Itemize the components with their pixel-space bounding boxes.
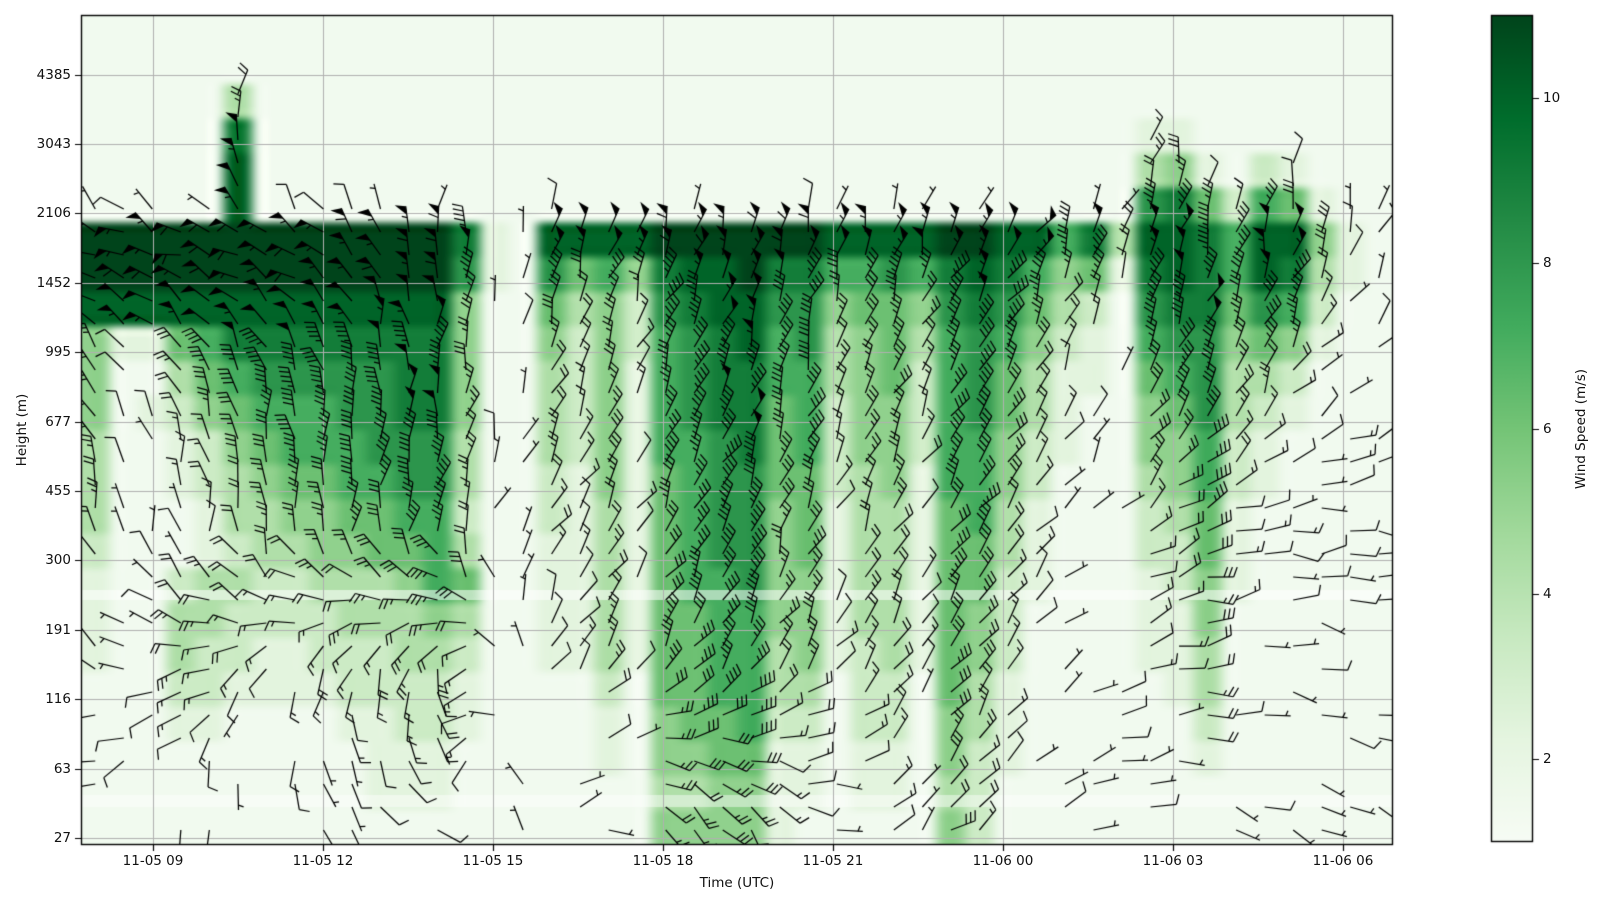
colorbar-tick-label: 2 <box>1543 751 1552 768</box>
y-tick-label: 63 <box>53 760 71 777</box>
y-tick-label: 677 <box>45 413 71 430</box>
colorbar-tick-label: 4 <box>1543 585 1552 602</box>
x-tick-label: 11-05 09 <box>122 853 184 869</box>
y-tick-label: 191 <box>45 621 71 638</box>
y-tick-label: 995 <box>45 344 71 361</box>
x-tick-label: 11-05 15 <box>462 853 524 869</box>
colorbar-tick-label: 8 <box>1543 255 1552 272</box>
y-tick-label: 27 <box>53 830 71 846</box>
x-axis-label: Time (UTC) <box>699 875 775 891</box>
colorbar-tick-label: 6 <box>1543 420 1552 437</box>
y-tick-label: 3043 <box>36 136 71 152</box>
y-tick-label: 455 <box>45 483 71 499</box>
colorbar-tick-label: 10 <box>1543 89 1561 106</box>
x-tick-label: 11-05 18 <box>632 853 694 869</box>
x-tick-label: 11-05 12 <box>292 853 354 869</box>
y-tick-label: 300 <box>45 552 71 569</box>
y-tick-label: 116 <box>45 691 71 708</box>
x-tick-label: 11-05 21 <box>802 853 864 869</box>
y-tick-label: 1452 <box>36 274 71 291</box>
colorbar-label: Wind Speed (m/s) <box>1573 368 1589 489</box>
y-axis-label: Height (m) <box>14 393 30 467</box>
y-tick-label: 2106 <box>36 205 71 222</box>
x-tick-label: 11-06 00 <box>972 853 1034 869</box>
x-tick-label: 11-06 06 <box>1312 853 1374 869</box>
y-tick-label: 4385 <box>36 66 71 83</box>
x-tick-label: 11-06 03 <box>1142 853 1204 869</box>
